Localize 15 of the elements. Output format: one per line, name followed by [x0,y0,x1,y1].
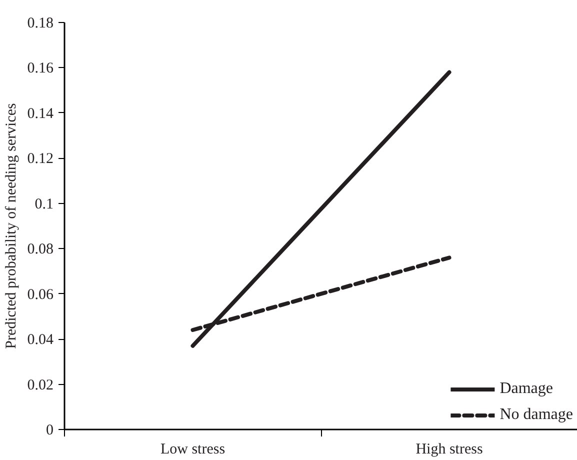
y-tick-label: 0.02 [27,377,54,394]
y-tick-label: 0.14 [27,106,54,122]
y-axis-title: Predicted probability of needing services [3,102,20,349]
y-tick-label: 0.08 [27,242,54,258]
legend-label: No damage [500,406,573,424]
x-tick-label: High stress [416,442,483,458]
legend-label: Damage [500,380,553,398]
x-tick-label: Low stress [160,442,226,458]
y-tick-label: 0.18 [27,16,54,32]
y-tick-label: 0.1 [34,196,54,212]
y-tick-label: 0.06 [27,286,54,303]
y-tick-label: 0.04 [27,332,54,348]
y-tick-label: 0 [46,422,54,438]
y-tick-label: 0.16 [27,60,54,77]
y-tick-label: 0.12 [27,151,54,168]
